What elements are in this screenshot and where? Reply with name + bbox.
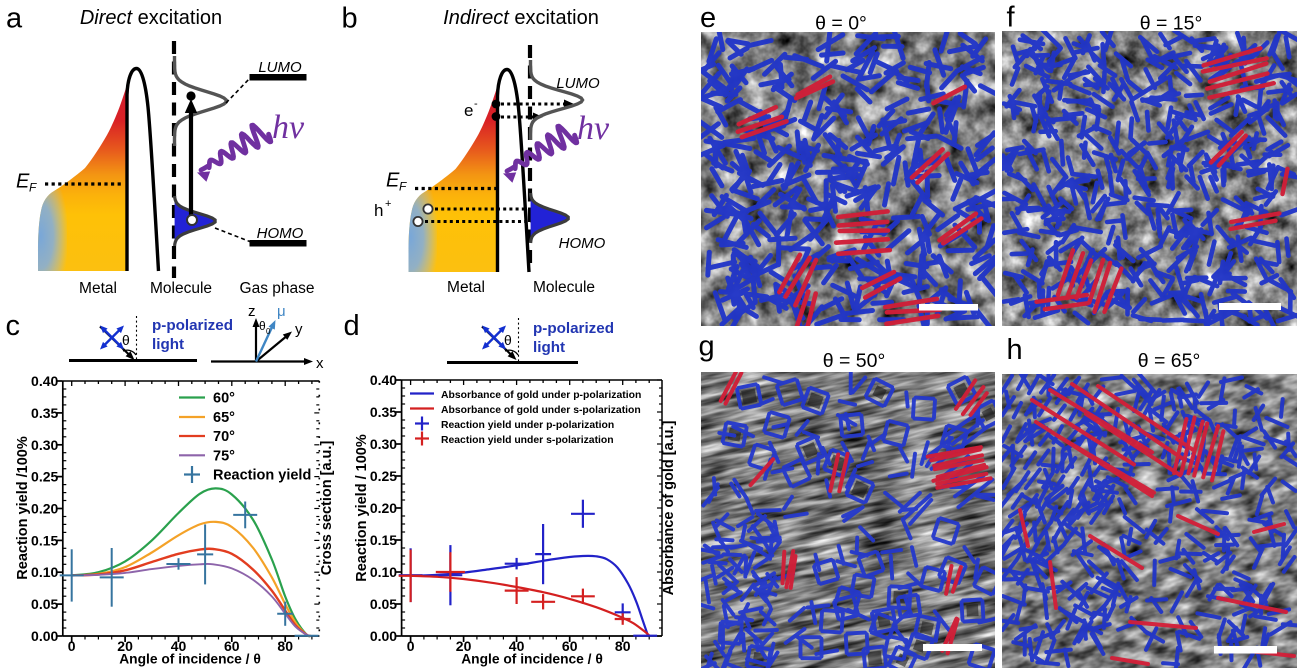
svg-text:x: x <box>316 355 324 372</box>
svg-text:HOMO: HOMO <box>257 225 304 242</box>
svg-text:h: h <box>1007 334 1023 366</box>
svg-text:20: 20 <box>117 638 133 654</box>
svg-text:0.30: 0.30 <box>370 436 397 452</box>
svg-text:-: - <box>474 98 478 110</box>
svg-text:E: E <box>16 171 30 193</box>
svg-text:Molecule: Molecule <box>533 279 595 296</box>
svg-text:μ: μ <box>277 303 286 320</box>
svg-text:HOMO: HOMO <box>559 235 606 252</box>
svg-text:Gas phase: Gas phase <box>240 280 315 297</box>
svg-text:Indirect excitation: Indirect excitation <box>443 7 599 29</box>
svg-text:light: light <box>533 339 565 356</box>
svg-text:60: 60 <box>224 638 240 654</box>
svg-text:0.10: 0.10 <box>31 564 58 580</box>
svg-text:Reaction yield /100%: Reaction yield /100% <box>15 436 31 580</box>
svg-text:Absorbance of gold under p-pol: Absorbance of gold under p-polarization <box>441 390 641 401</box>
svg-text:θ: θ <box>122 332 130 348</box>
svg-text:θ = 0°: θ = 0° <box>815 13 867 35</box>
svg-text:0.25: 0.25 <box>31 469 58 485</box>
svg-text:LUMO: LUMO <box>258 59 302 76</box>
svg-text:F: F <box>29 181 37 195</box>
svg-text:θ = 15°: θ = 15° <box>1140 13 1203 35</box>
svg-text:f: f <box>1007 2 1016 34</box>
svg-text:b: b <box>342 3 358 35</box>
svg-text:light: light <box>152 336 184 353</box>
svg-text:0.35: 0.35 <box>370 404 397 420</box>
svg-text:0.00: 0.00 <box>370 628 397 644</box>
svg-text:c: c <box>6 310 21 342</box>
svg-text:Reaction yield under s-polariz: Reaction yield under s-polarization <box>441 435 614 446</box>
svg-text:p-polarized: p-polarized <box>533 320 614 337</box>
svg-text:0.20: 0.20 <box>370 500 397 516</box>
svg-text:Angle of incidence / θ: Angle of incidence / θ <box>119 652 261 667</box>
svg-text:Metal: Metal <box>447 279 485 296</box>
svg-text:0: 0 <box>266 327 271 336</box>
svg-text:0.20: 0.20 <box>31 501 58 517</box>
svg-text:0.35: 0.35 <box>31 405 58 421</box>
svg-text:g: g <box>699 331 715 363</box>
svg-text:z: z <box>248 303 256 320</box>
svg-text:Reaction yield / 100%: Reaction yield / 100% <box>354 434 370 582</box>
svg-text:0.10: 0.10 <box>370 564 397 580</box>
svg-text:60°: 60° <box>213 391 235 407</box>
svg-text:Reaction yield under p-polariz: Reaction yield under p-polarization <box>441 420 614 431</box>
svg-text:Angle of incidence / θ: Angle of incidence / θ <box>461 652 603 667</box>
svg-text:E: E <box>386 170 400 192</box>
svg-text:70°: 70° <box>213 429 235 445</box>
svg-text:+: + <box>385 198 391 210</box>
svg-text:e: e <box>464 101 473 120</box>
svg-text:0.05: 0.05 <box>370 596 397 612</box>
svg-text:h: h <box>374 201 383 220</box>
svg-text:θ: θ <box>504 332 512 348</box>
svg-text:0.30: 0.30 <box>31 437 58 453</box>
svg-text:Cross section [a.u.]: Cross section [a.u.] <box>319 441 335 576</box>
svg-text:40: 40 <box>171 638 187 654</box>
svg-text:e: e <box>700 2 716 34</box>
svg-text:0.40: 0.40 <box>370 372 397 388</box>
svg-text:80: 80 <box>277 638 293 654</box>
svg-text:65°: 65° <box>213 410 235 426</box>
svg-text:a: a <box>6 3 23 35</box>
svg-text:hν: hν <box>577 110 610 147</box>
svg-text:60: 60 <box>562 638 578 654</box>
svg-text:40: 40 <box>509 638 525 654</box>
svg-text:d: d <box>344 310 360 342</box>
svg-text:θ: θ <box>259 319 266 333</box>
svg-text:0: 0 <box>407 638 415 654</box>
svg-text:0.40: 0.40 <box>31 373 58 389</box>
svg-text:Direct excitation: Direct excitation <box>80 7 222 29</box>
svg-text:Absorbance of gold [a.u.]: Absorbance of gold [a.u.] <box>661 420 677 595</box>
svg-text:0.00: 0.00 <box>31 628 58 644</box>
svg-text:LUMO: LUMO <box>556 75 600 92</box>
svg-text:p-polarized: p-polarized <box>152 317 233 334</box>
svg-text:80: 80 <box>615 638 631 654</box>
svg-text:Molecule: Molecule <box>150 280 212 297</box>
svg-text:0.15: 0.15 <box>370 532 397 548</box>
svg-text:20: 20 <box>456 638 472 654</box>
svg-text:0.05: 0.05 <box>31 596 58 612</box>
svg-text:0: 0 <box>68 638 76 654</box>
svg-text:F: F <box>399 180 407 194</box>
svg-text:hν: hν <box>272 109 305 146</box>
svg-text:Metal: Metal <box>79 280 117 297</box>
svg-text:Reaction yield: Reaction yield <box>213 468 311 484</box>
svg-text:0.25: 0.25 <box>370 468 397 484</box>
svg-text:75°: 75° <box>213 448 235 464</box>
svg-text:θ = 65°: θ = 65° <box>1138 350 1201 372</box>
svg-text:y: y <box>295 321 303 338</box>
svg-text:0.15: 0.15 <box>31 532 58 548</box>
svg-text:θ = 50°: θ = 50° <box>823 350 886 372</box>
svg-text:Absorbance of gold under s-pol: Absorbance of gold under s-polarization <box>441 405 641 416</box>
